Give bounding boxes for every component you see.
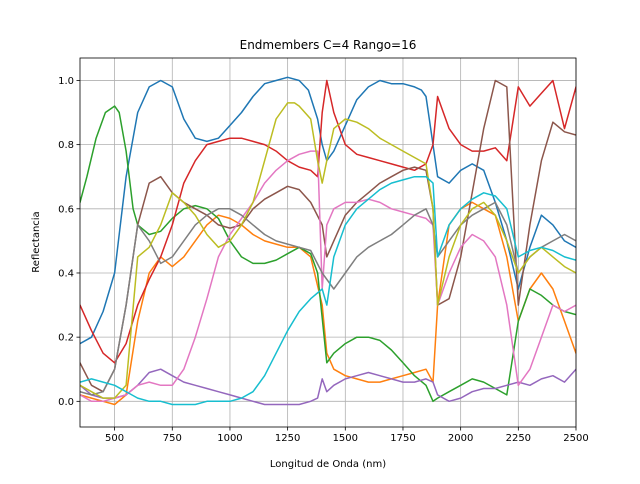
- y-tick-label: 0.2: [58, 333, 74, 344]
- y-axis: 0.0 0.2 0.4 0.6 0.8 1.0: [58, 76, 80, 408]
- x-axis: 500 750 1000 1250 1500 1750 2000 2250 2500: [105, 427, 589, 444]
- x-axis-label: Longitud de Onda (nm): [270, 459, 386, 470]
- series-line-7: [80, 150, 576, 403]
- y-tick-label: 0.6: [58, 204, 74, 215]
- y-tick-label: 0.8: [58, 140, 74, 151]
- x-tick-label: 2500: [563, 433, 588, 444]
- x-tick-label: 2250: [506, 433, 531, 444]
- x-tick-label: 1500: [333, 433, 358, 444]
- y-tick-label: 0.4: [58, 268, 74, 279]
- series-line-9: [80, 102, 576, 399]
- series-group: [80, 76, 576, 406]
- y-axis-label: Reflectancia: [31, 211, 42, 272]
- chart-title: Endmembers C=4 Rango=16: [240, 38, 417, 52]
- x-tick-label: 2000: [448, 433, 473, 444]
- x-tick-label: 500: [105, 433, 124, 444]
- x-tick-label: 1000: [217, 433, 242, 444]
- x-tick-label: 1250: [275, 433, 300, 444]
- y-tick-label: 1.0: [58, 76, 74, 87]
- series-line-4: [80, 79, 576, 364]
- series-line-1: [80, 76, 576, 345]
- series-line-8: [80, 201, 576, 396]
- series-line-6: [80, 79, 576, 393]
- x-tick-label: 750: [163, 433, 182, 444]
- y-tick-label: 0.0: [58, 397, 74, 408]
- series-line-5: [80, 368, 576, 406]
- plot-area: [80, 58, 576, 427]
- plot-frame: [79, 57, 577, 428]
- series-line-2: [80, 201, 576, 406]
- x-tick-label: 1750: [390, 433, 415, 444]
- series-line-10: [80, 175, 576, 406]
